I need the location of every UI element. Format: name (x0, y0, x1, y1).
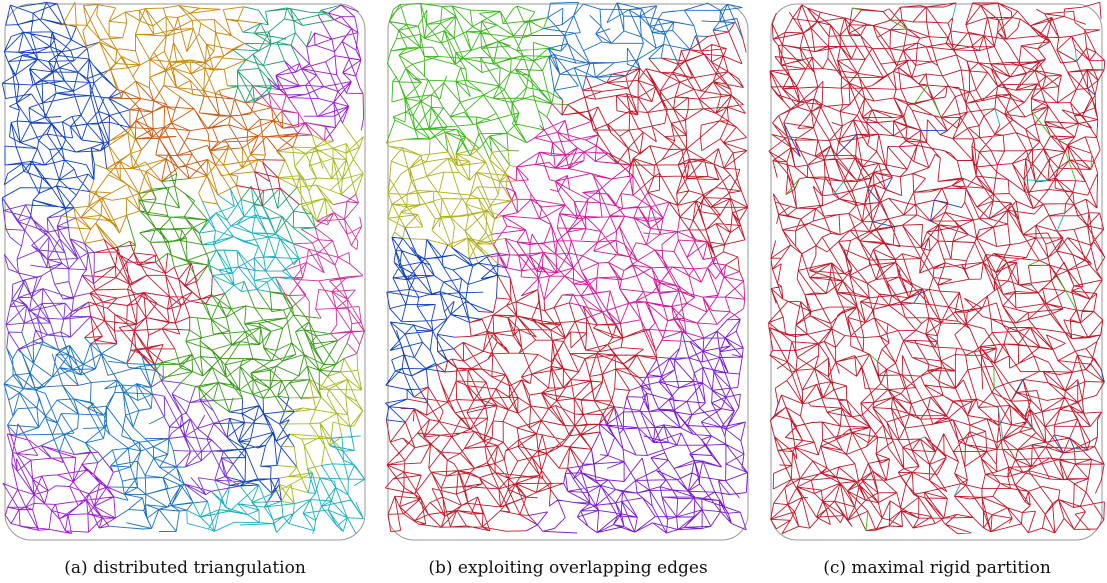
network-edges (387, 4, 568, 166)
caption: (b) exploiting overlapping edges (428, 558, 707, 578)
network-edges (227, 5, 341, 244)
panel-b: (b) exploiting overlapping edges (385, 2, 748, 578)
caption: (a) distributed triangulation (64, 558, 306, 578)
network-edges (769, 2, 1105, 533)
network-edges (387, 132, 517, 264)
network-edges (4, 332, 208, 532)
figure: (a) distributed triangulation (b) exploi… (0, 0, 1107, 583)
page: (a) distributed triangulation (b) exploi… (0, 0, 1107, 583)
network-edges (526, 319, 747, 533)
panel-c: (c) maximal rigid partition (769, 2, 1105, 578)
network-edges (118, 174, 348, 412)
panel-a: (a) distributed triangulation (2, 2, 365, 578)
network-edges (187, 189, 365, 534)
caption: (c) maximal rigid partition (823, 558, 1051, 578)
